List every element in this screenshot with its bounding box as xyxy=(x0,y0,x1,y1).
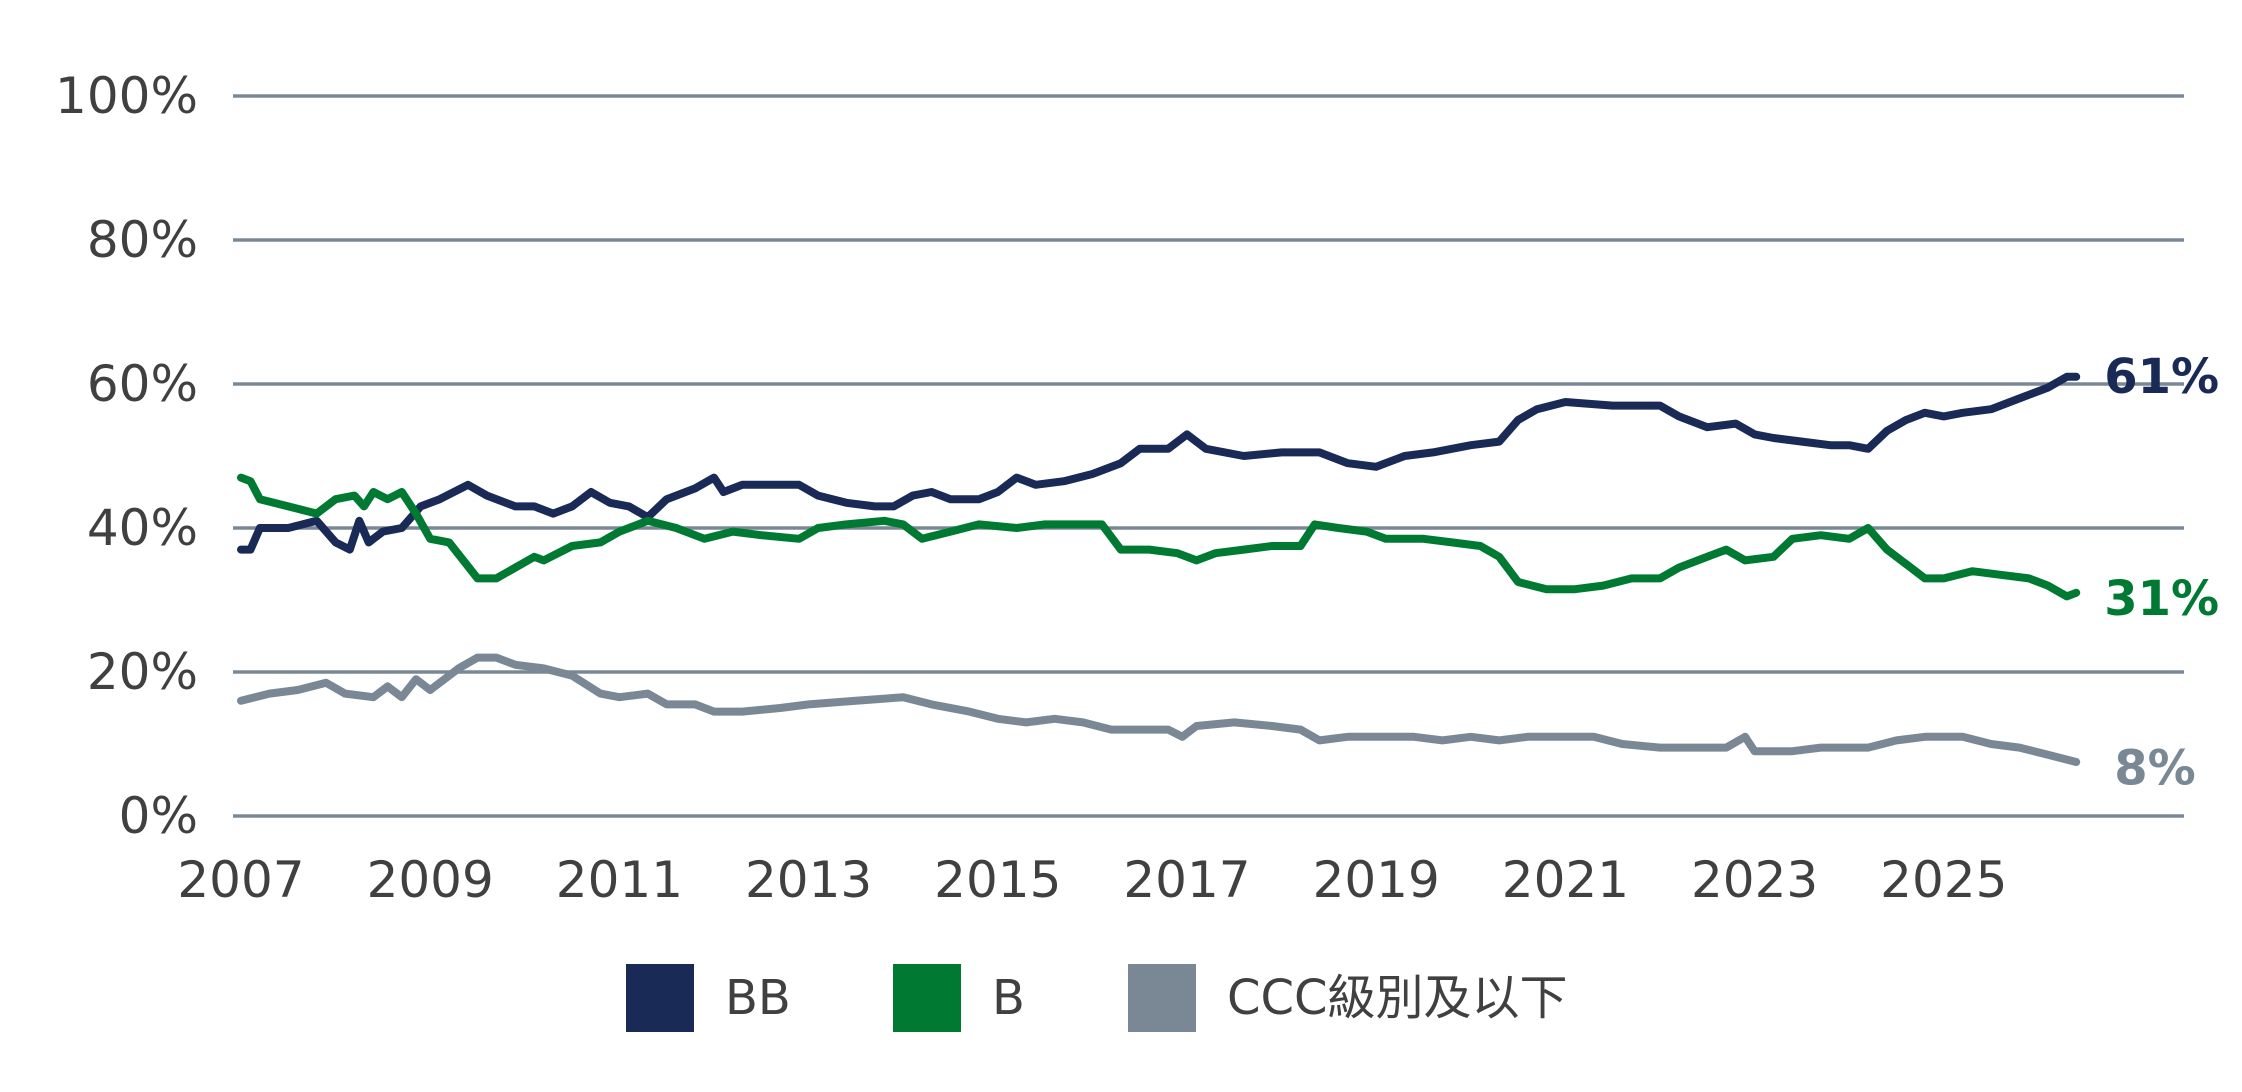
x-tick-label: 2017 xyxy=(1123,851,1250,909)
end-label-0: 61% xyxy=(2104,349,2219,405)
y-tick-label: 20% xyxy=(87,643,198,701)
end-label-2: 8% xyxy=(2114,740,2196,796)
y-axis-tick-labels: 0% 20% 40% 60% 80% 100% xyxy=(55,67,198,845)
end-label-1: 31% xyxy=(2104,571,2219,627)
x-tick-label: 2025 xyxy=(1880,851,2007,909)
y-tick-label: 0% xyxy=(119,787,198,845)
legend-swatch-1 xyxy=(893,964,961,1032)
legend-label-0: BB xyxy=(725,970,791,1026)
gridlines xyxy=(233,94,2184,818)
x-tick-label: 2011 xyxy=(556,851,683,909)
x-tick-label: 2015 xyxy=(934,851,1061,909)
legend-label-2: CCC級別及以下 xyxy=(1227,970,1568,1026)
legend-swatch-2 xyxy=(1128,964,1196,1032)
x-tick-label: 2021 xyxy=(1502,851,1629,909)
series-end-labels: 61% 31% 8% xyxy=(2104,349,2219,797)
x-tick-label: 2023 xyxy=(1691,851,1818,909)
y-tick-label: 80% xyxy=(87,211,198,269)
x-tick-label: 2007 xyxy=(177,851,304,909)
x-tick-label: 2009 xyxy=(367,851,494,909)
legend-swatch-0 xyxy=(626,964,694,1032)
series-line-1 xyxy=(237,473,2081,601)
series-line-0 xyxy=(237,372,2081,554)
y-tick-label: 60% xyxy=(87,355,198,413)
y-tick-label: 40% xyxy=(87,499,198,557)
x-axis-tick-labels: 2007 2009 2011 2013 2015 2017 2019 2021 2023 2025 xyxy=(177,851,2007,909)
series-line-2 xyxy=(237,653,2081,766)
series-lines xyxy=(237,372,2081,766)
x-tick-label: 2019 xyxy=(1313,851,1440,909)
legend: BB B CCC級別及以下 xyxy=(626,964,1568,1032)
legend-label-1: B xyxy=(992,970,1025,1026)
y-tick-label: 100% xyxy=(55,67,198,125)
x-tick-label: 2013 xyxy=(745,851,872,909)
